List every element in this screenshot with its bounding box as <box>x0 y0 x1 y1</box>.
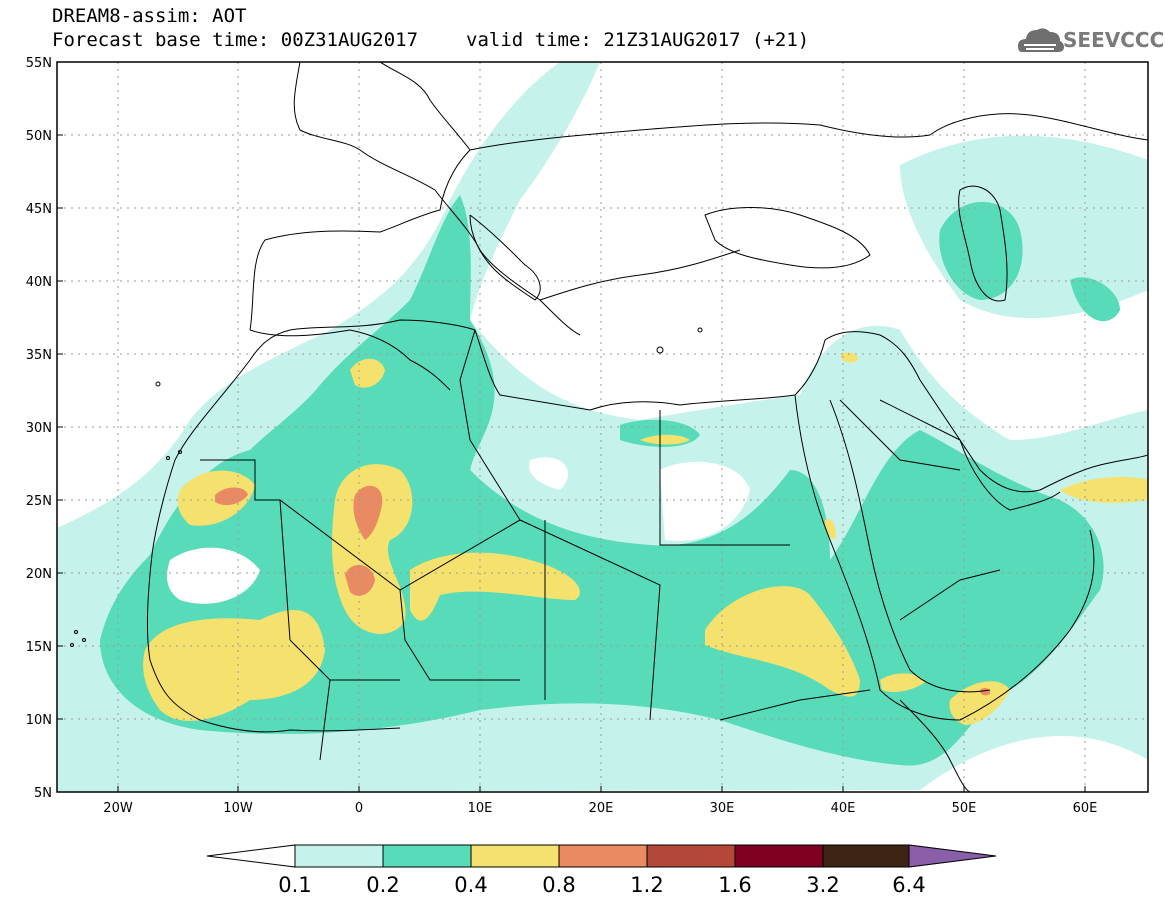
lon-label: 10W <box>223 801 253 816</box>
lat-label: 30N <box>26 421 52 436</box>
lon-label: 20W <box>103 801 133 816</box>
borders <box>200 329 1001 761</box>
lat-label: 50N <box>26 129 52 144</box>
colorbar-bin <box>822 844 910 868</box>
lon-label: 30E <box>710 801 735 816</box>
lon-label: 10E <box>468 801 493 816</box>
colorbar-bin <box>382 844 472 868</box>
graticule <box>57 62 1148 792</box>
lat-label: 10N <box>26 713 52 728</box>
lat-label: 40N <box>26 275 52 290</box>
lat-label: 5N <box>34 786 52 801</box>
colorbar-label: 0.4 <box>454 873 487 897</box>
colorbar <box>206 844 997 868</box>
colorbar-under <box>206 844 296 868</box>
lon-label: 50E <box>952 801 977 816</box>
logo-text: SEEVCCC <box>1063 28 1165 52</box>
colorbar-bin <box>734 844 824 868</box>
colorbar-label: 3.2 <box>806 873 839 897</box>
colorbar-label: 1.6 <box>718 873 751 897</box>
colorbar-label: 6.4 <box>892 873 925 897</box>
lon-labels: 20W 10W 0 10E 20E 30E 40E 50E 60E <box>103 801 1097 816</box>
cloud-icon <box>1018 28 1064 52</box>
base-time: Forecast base time: 00Z31AUG2017 <box>52 29 419 51</box>
lon-label: 60E <box>1073 801 1098 816</box>
lat-label: 55N <box>26 56 52 71</box>
colorbar-labels: 0.1 0.2 0.4 0.8 1.2 1.6 3.2 6.4 <box>278 873 925 897</box>
lat-label: 20N <box>26 567 52 582</box>
lat-label: 45N <box>26 202 52 217</box>
colorbar-bin <box>646 844 736 868</box>
lon-label: 0 <box>355 801 363 816</box>
islands <box>70 327 703 647</box>
colorbar-label: 0.8 <box>542 873 575 897</box>
axis-ticks <box>57 61 1086 793</box>
lon-label: 20E <box>589 801 614 816</box>
valid-time: valid time: 21Z31AUG2017 (+21) <box>466 29 810 51</box>
colorbar-label: 1.2 <box>630 873 663 897</box>
aot-band-0.4 <box>143 352 1148 725</box>
colorbar-bin <box>294 844 384 868</box>
lat-label: 35N <box>26 348 52 363</box>
colorbar-over <box>908 844 997 868</box>
lat-label: 15N <box>26 640 52 655</box>
aot-band-0.8 <box>215 485 990 696</box>
colorbar-label: 0.2 <box>366 873 399 897</box>
lon-label: 40E <box>831 801 856 816</box>
aot-band-0.2 <box>100 195 1104 766</box>
aot-field <box>57 62 1148 792</box>
colorbar-bin <box>558 844 648 868</box>
chart-subtitle: Forecast base time: 00Z31AUG2017 valid ti… <box>52 29 809 51</box>
lat-label: 25N <box>26 494 52 509</box>
lat-labels: 55N 50N 45N 40N 35N 30N 25N 20N 15N 10N … <box>26 56 52 801</box>
colorbar-label: 0.1 <box>278 873 311 897</box>
colorbar-bin <box>470 844 560 868</box>
chart-title: DREAM8-assim: AOT <box>52 5 247 27</box>
